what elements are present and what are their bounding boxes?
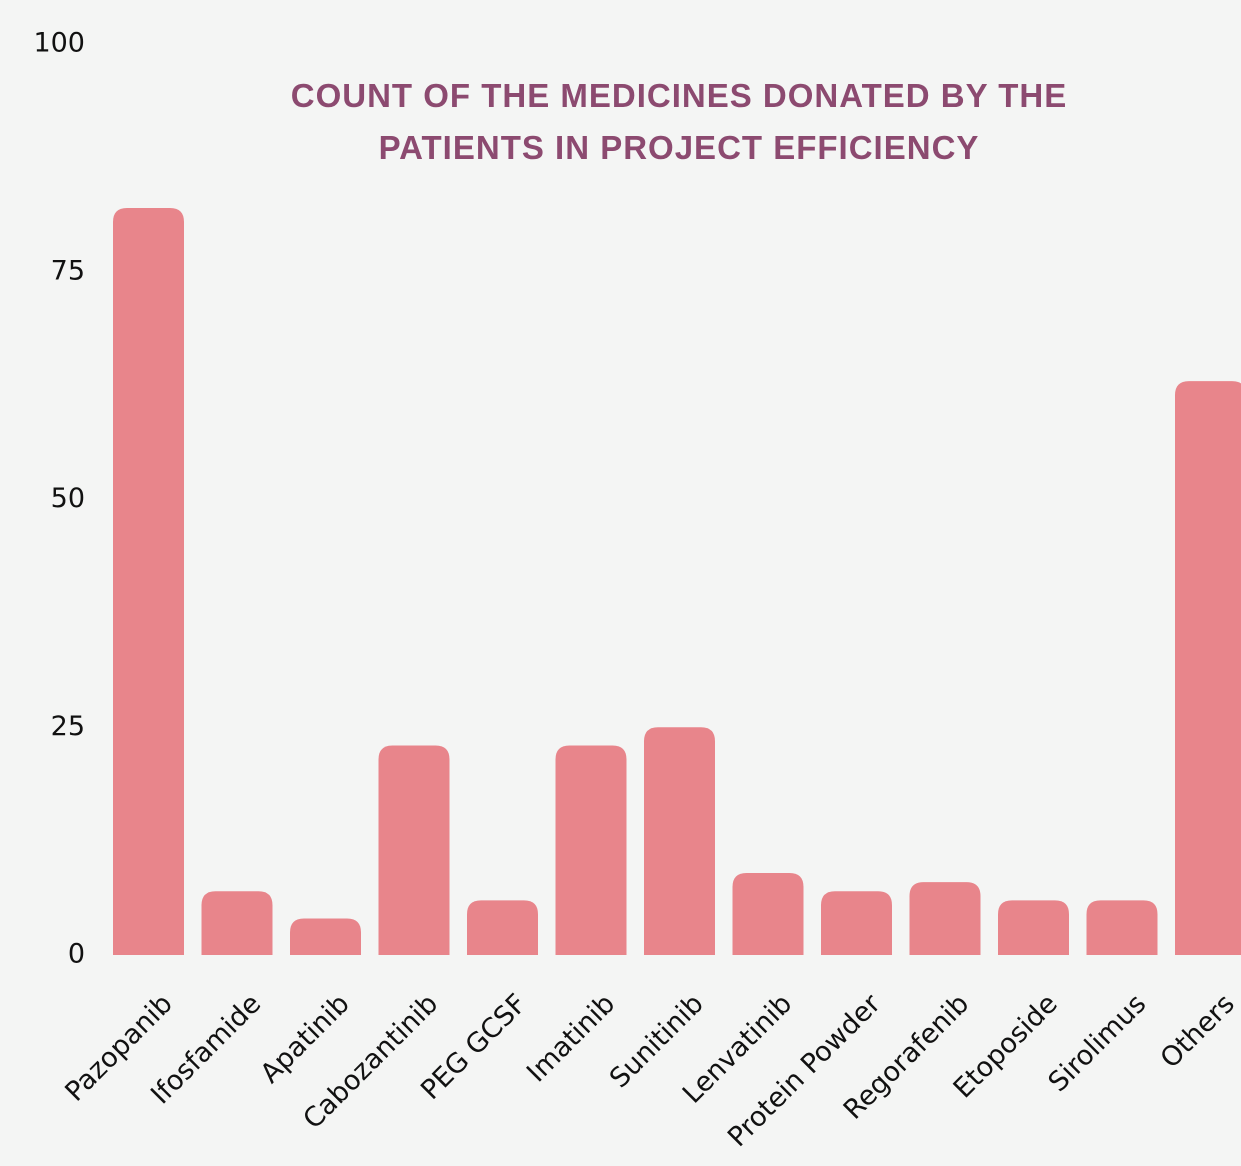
bar bbox=[821, 891, 892, 955]
bar bbox=[113, 207, 184, 956]
bar bbox=[1175, 381, 1241, 955]
y-tick-label: 50 bbox=[51, 483, 85, 514]
y-tick-label: 100 bbox=[33, 28, 85, 59]
x-tick-label: Sirolimus bbox=[1043, 988, 1153, 1098]
bar bbox=[201, 891, 273, 955]
bar bbox=[555, 745, 627, 955]
y-tick-label: 0 bbox=[68, 939, 85, 970]
bar bbox=[467, 900, 538, 955]
bar bbox=[998, 900, 1069, 955]
bar bbox=[644, 727, 715, 955]
bar bbox=[378, 745, 450, 955]
bar bbox=[290, 918, 361, 955]
x-tick-label: Protein Powder bbox=[722, 988, 887, 1153]
bar bbox=[732, 873, 804, 955]
bar bbox=[909, 882, 981, 955]
chart-title: COUNT OF THE MEDICINES DONATED BY THE PA… bbox=[290, 77, 1068, 166]
bar bbox=[1086, 900, 1158, 955]
y-tick-label: 25 bbox=[51, 711, 85, 742]
y-tick-label: 75 bbox=[51, 255, 85, 286]
x-tick-label: Others bbox=[1155, 988, 1241, 1074]
